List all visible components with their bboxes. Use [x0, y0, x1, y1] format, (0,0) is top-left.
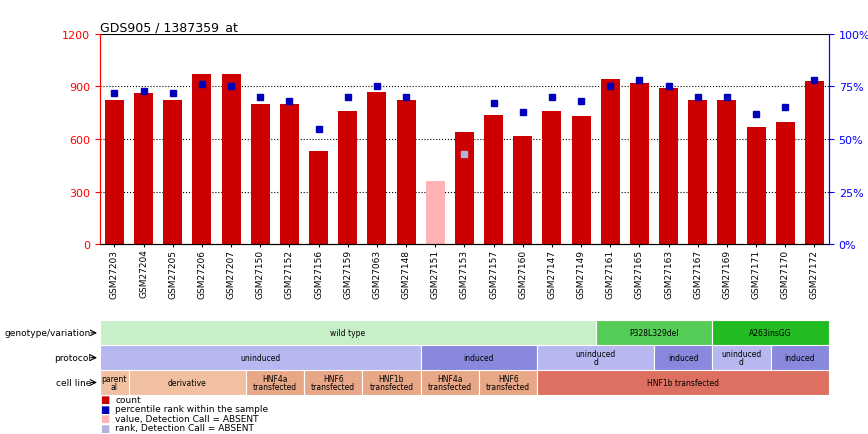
Bar: [246, 370, 304, 395]
Bar: [805, 82, 824, 245]
Bar: [279, 105, 299, 245]
Bar: [397, 101, 416, 245]
Bar: [251, 105, 270, 245]
Bar: [309, 152, 328, 245]
Bar: [129, 370, 246, 395]
Bar: [100, 370, 129, 395]
Bar: [688, 101, 707, 245]
Bar: [537, 370, 829, 395]
Bar: [425, 182, 444, 245]
Text: ■: ■: [100, 395, 109, 404]
Bar: [193, 75, 212, 245]
Bar: [105, 101, 124, 245]
Text: wild type: wild type: [330, 329, 365, 338]
Bar: [339, 112, 358, 245]
Text: HNF1b transfected: HNF1b transfected: [648, 378, 719, 387]
Bar: [542, 112, 562, 245]
Bar: [595, 321, 713, 345]
Bar: [630, 84, 649, 245]
Bar: [455, 133, 474, 245]
Bar: [100, 321, 595, 345]
Text: HNF6
transfected: HNF6 transfected: [486, 374, 530, 391]
Text: value, Detection Call = ABSENT: value, Detection Call = ABSENT: [115, 414, 259, 423]
Bar: [362, 370, 421, 395]
Text: induced: induced: [785, 353, 815, 362]
Text: genotype/variation: genotype/variation: [5, 329, 91, 338]
Bar: [571, 117, 590, 245]
Text: derivative: derivative: [168, 378, 207, 387]
Bar: [304, 370, 362, 395]
Text: count: count: [115, 395, 141, 404]
Bar: [717, 101, 736, 245]
Bar: [484, 115, 503, 245]
Text: P328L329del: P328L329del: [629, 329, 679, 338]
Bar: [163, 101, 182, 245]
Text: percentile rank within the sample: percentile rank within the sample: [115, 404, 268, 413]
Bar: [537, 345, 654, 370]
Text: HNF4a
transfected: HNF4a transfected: [253, 374, 297, 391]
Bar: [713, 345, 771, 370]
Bar: [134, 94, 153, 245]
Text: ■: ■: [100, 414, 109, 423]
Text: induced: induced: [464, 353, 494, 362]
Text: uninduced: uninduced: [240, 353, 280, 362]
Text: HNF1b
transfected: HNF1b transfected: [370, 374, 413, 391]
Text: cell line: cell line: [56, 378, 91, 387]
Bar: [746, 128, 766, 245]
Bar: [479, 370, 537, 395]
Text: HNF6
transfected: HNF6 transfected: [311, 374, 355, 391]
Bar: [100, 345, 421, 370]
Text: uninduced
d: uninduced d: [721, 349, 761, 366]
Text: protocol: protocol: [54, 353, 91, 362]
Bar: [221, 75, 240, 245]
Text: uninduced
d: uninduced d: [575, 349, 615, 366]
Bar: [654, 345, 713, 370]
Text: HNF4a
transfected: HNF4a transfected: [428, 374, 472, 391]
Text: rank, Detection Call = ABSENT: rank, Detection Call = ABSENT: [115, 424, 254, 432]
Bar: [659, 89, 678, 245]
Bar: [776, 122, 795, 245]
Text: parent
al: parent al: [102, 374, 127, 391]
Text: ■: ■: [100, 423, 109, 433]
Text: GDS905 / 1387359_at: GDS905 / 1387359_at: [100, 20, 238, 33]
Text: induced: induced: [667, 353, 699, 362]
Bar: [367, 92, 386, 245]
Text: A263insGG: A263insGG: [749, 329, 792, 338]
Bar: [421, 345, 537, 370]
Bar: [421, 370, 479, 395]
Bar: [713, 321, 829, 345]
Bar: [601, 80, 620, 245]
Bar: [771, 345, 829, 370]
Bar: [513, 136, 532, 245]
Text: ■: ■: [100, 404, 109, 414]
